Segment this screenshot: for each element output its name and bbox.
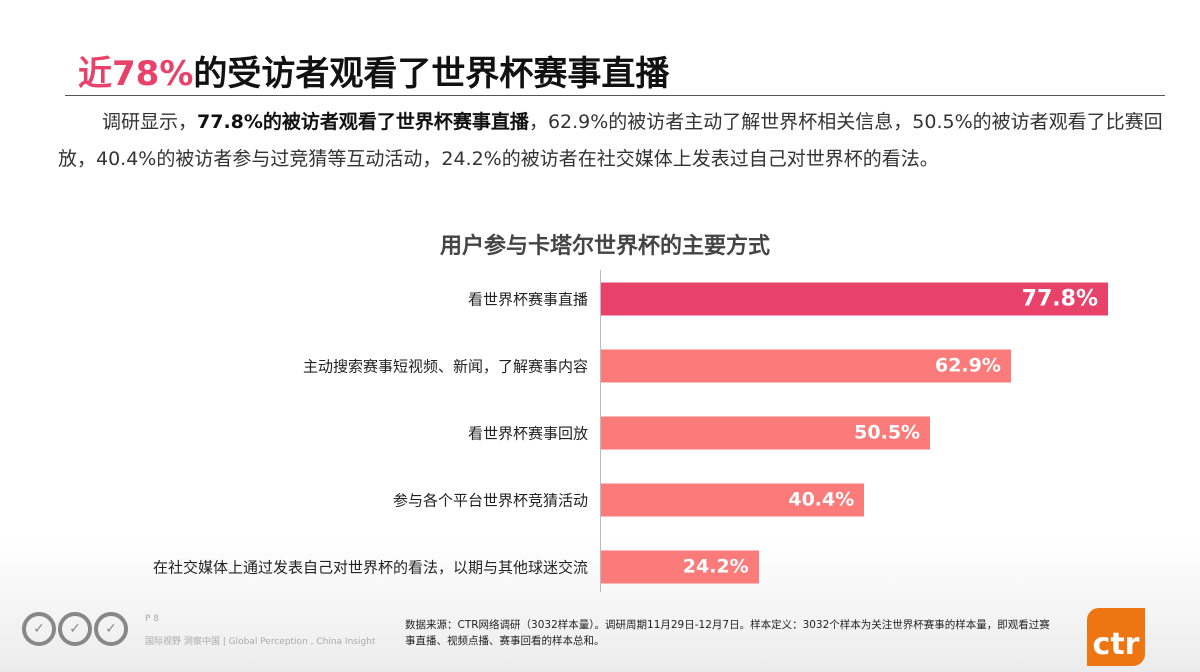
data-label: 62.9% xyxy=(934,354,1001,377)
iso-seal-icon: ✓ xyxy=(94,612,128,646)
chart-axis xyxy=(600,270,601,592)
category-label: 看世界杯赛事直播 xyxy=(467,290,588,309)
category-label: 参与各个平台世界杯竞猜活动 xyxy=(392,491,588,510)
bar: 50.5% xyxy=(601,416,931,450)
category-label: 看世界杯赛事回放 xyxy=(467,424,588,443)
data-label: 50.5% xyxy=(854,421,921,444)
title-divider xyxy=(65,95,1165,96)
iso-seal-icon: ✓ xyxy=(58,612,92,646)
data-label: 24.2% xyxy=(682,555,749,578)
iso-seal-icon: ✓ xyxy=(22,612,56,646)
chart-title: 用户参与卡塔尔世界杯的主要方式 xyxy=(439,234,770,259)
category-label: 在社交媒体上通过发表自己对世界杯的看法，以期与其他球迷交流 xyxy=(152,558,588,577)
bar-chart: 看世界杯赛事直播 77.8% 主动搜索赛事短视频、新闻，了解赛事内容 62.9% 看世界… xyxy=(0,260,1200,600)
slogan: 国际视野 洞察中国 | Global Perception , China In… xyxy=(145,637,376,647)
page-number: P 8 xyxy=(145,614,160,624)
summary-paragraph: 调研显示，77.8%的被访者观看了世界杯赛事直播，62.9%的被访者主动了解世界… xyxy=(58,111,1163,170)
data-source-note: 数据来源：CTR网络调研（3032样本量）。调研周期11月29日-12月7日。样… xyxy=(405,619,1050,647)
bar: 24.2% xyxy=(601,550,759,584)
bar: 40.4% xyxy=(601,483,865,517)
data-label: 40.4% xyxy=(788,488,855,511)
data-label: 77.8% xyxy=(1021,286,1098,312)
certification-seals: ✓ ✓ ✓ xyxy=(22,612,132,652)
bar: 62.9% xyxy=(601,349,1011,383)
page-title: 近78%的受访者观看了世界杯赛事直播 xyxy=(78,54,670,94)
bar: 77.8% xyxy=(601,282,1108,316)
category-label: 主动搜索赛事短视频、新闻，了解赛事内容 xyxy=(302,357,588,376)
ctr-logo: ctr xyxy=(1087,608,1145,666)
